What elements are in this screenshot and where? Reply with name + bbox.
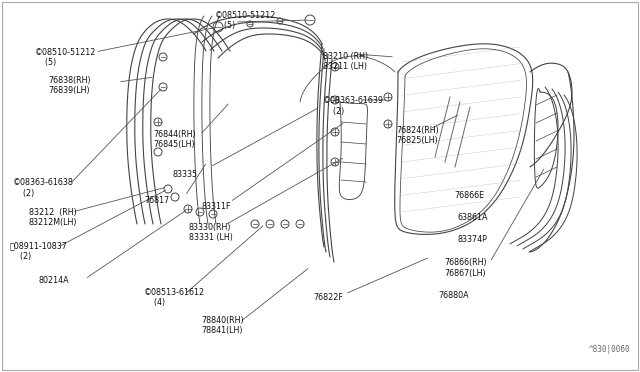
Text: ©08363-61639
    (2): ©08363-61639 (2) <box>323 96 384 116</box>
Text: 83210 (RH)
83211 (LH): 83210 (RH) 83211 (LH) <box>323 52 369 71</box>
Text: 83330(RH)
83331 (LH): 83330(RH) 83331 (LH) <box>189 223 233 242</box>
Text: ©08510-51212
    (5): ©08510-51212 (5) <box>214 11 276 30</box>
Text: 63861A: 63861A <box>458 213 488 222</box>
Text: 76844(RH)
76845(LH): 76844(RH) 76845(LH) <box>154 130 196 149</box>
Text: ©08513-61612
    (4): ©08513-61612 (4) <box>144 288 205 307</box>
Text: ^830|0060: ^830|0060 <box>588 345 630 354</box>
Text: ⓝ08911-10837
    (2): ⓝ08911-10837 (2) <box>10 241 67 261</box>
Text: 76817: 76817 <box>144 196 169 205</box>
Text: 80214A: 80214A <box>38 276 69 285</box>
Text: ©08363-61638
    (2): ©08363-61638 (2) <box>13 178 74 198</box>
Text: ©08510-51212
    (5): ©08510-51212 (5) <box>35 48 97 67</box>
Text: 76838(RH)
76839(LH): 76838(RH) 76839(LH) <box>48 76 91 95</box>
Text: 76824(RH)
76825(LH): 76824(RH) 76825(LH) <box>397 126 440 145</box>
Text: 76866(RH)
76867(LH): 76866(RH) 76867(LH) <box>445 258 488 278</box>
Text: 83212  (RH)
83212M(LH): 83212 (RH) 83212M(LH) <box>29 208 77 227</box>
Text: 83311F: 83311F <box>202 202 231 211</box>
Text: 76880A: 76880A <box>438 291 469 300</box>
Text: 83335: 83335 <box>173 170 198 179</box>
Text: 78840(RH)
78841(LH): 78840(RH) 78841(LH) <box>202 316 244 335</box>
Text: 83374P: 83374P <box>458 235 488 244</box>
Text: 76866E: 76866E <box>454 191 484 200</box>
Text: 76822F: 76822F <box>314 293 344 302</box>
